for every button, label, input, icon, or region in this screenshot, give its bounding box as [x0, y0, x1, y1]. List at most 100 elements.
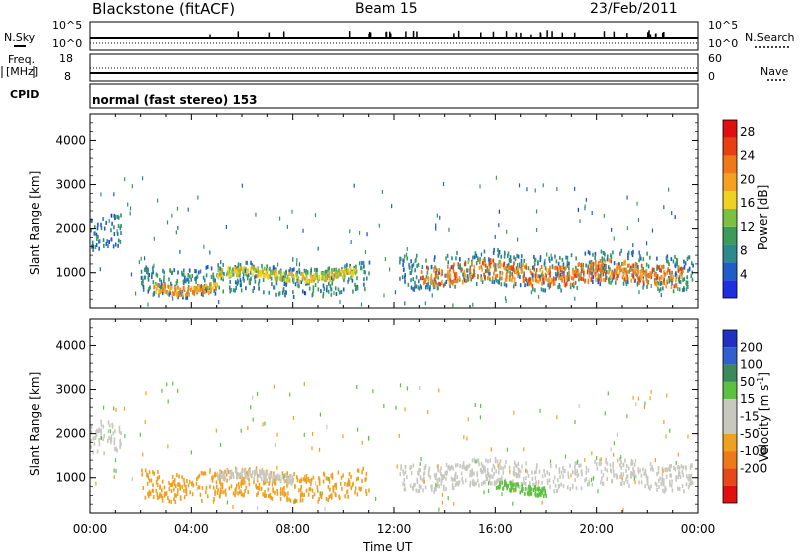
velocity-data-cell — [445, 476, 447, 481]
power-data-cell — [471, 275, 474, 280]
power-data-cell — [543, 280, 545, 285]
velocity-noise-cell — [621, 475, 623, 480]
velocity-data-cell — [510, 488, 512, 493]
power-data-cell — [275, 268, 277, 273]
velocity-data-cell — [497, 485, 500, 490]
velocity-data-cell — [257, 485, 260, 490]
power-data-cell — [663, 277, 665, 282]
velocity-data-cell — [288, 477, 290, 482]
power-data-cell — [206, 265, 209, 270]
power-data-cell — [545, 277, 548, 282]
velocity-data-cell — [538, 492, 541, 497]
velocity-noise-cell — [635, 402, 637, 407]
power-data-cell — [297, 276, 300, 281]
power-data-cell — [311, 277, 314, 282]
velocity-data-cell — [356, 492, 359, 497]
velocity-noise-cell — [447, 496, 449, 501]
power-data-cell — [617, 273, 619, 278]
velocity-data-cell — [219, 473, 221, 478]
power-noise-cell — [350, 239, 352, 244]
velocity-data-cell — [325, 496, 328, 501]
velocity-data-cell — [325, 476, 328, 481]
power-data-cell — [368, 260, 371, 265]
power-data-cell — [416, 264, 418, 269]
power-data-cell — [254, 267, 257, 272]
power-data-cell — [316, 272, 318, 277]
velocity-data-cell — [612, 464, 614, 469]
power-data-cell — [273, 274, 276, 279]
power-data-cell — [576, 285, 579, 290]
power-data-cell — [500, 282, 503, 287]
power-data-cell — [153, 291, 156, 296]
power-data-cell — [427, 266, 430, 271]
power-data-cell — [167, 290, 169, 295]
power-data-cell — [482, 261, 484, 266]
power-data-cell — [220, 272, 223, 277]
velocity-noise-cell — [264, 421, 266, 426]
power-data-cell — [459, 263, 462, 268]
power-data-cell — [470, 277, 473, 282]
power-data-cell — [572, 281, 575, 286]
power-data-cell — [617, 266, 620, 271]
power-data-cell — [288, 269, 290, 274]
velocity-data-cell — [675, 477, 677, 482]
power-data-cell — [618, 262, 620, 267]
power-data-cell — [540, 265, 543, 270]
power-data-cell — [559, 255, 561, 260]
velocity-data-cell — [610, 469, 612, 474]
power-data-cell — [565, 281, 568, 286]
power-noise-cell — [113, 192, 115, 197]
power-data-cell — [676, 261, 678, 266]
power-data-cell — [477, 258, 479, 263]
power-data-cell — [655, 282, 658, 287]
velocity-data-cell — [362, 466, 364, 471]
power-noise-cell — [674, 215, 676, 220]
velocity-noise-cell — [632, 395, 634, 400]
power-noise-cell — [388, 267, 391, 272]
velocity-data-cell — [445, 486, 447, 491]
power-colorbar-tick-label: 20 — [740, 172, 755, 186]
power-data-cell — [111, 221, 113, 226]
power-data-cell — [623, 260, 626, 265]
velocity-data-cell — [272, 487, 274, 492]
cpid-value: normal (fast stereo) 153 — [92, 93, 258, 107]
velocity-data-cell — [220, 470, 223, 475]
power-data-cell — [140, 281, 143, 286]
power-data-cell — [598, 277, 601, 282]
power-data-cell — [98, 239, 101, 244]
velocity-data-cell — [548, 472, 551, 477]
power-data-cell — [276, 275, 279, 280]
power-colorbar-segment — [723, 262, 737, 281]
velocity-data-cell — [499, 481, 501, 486]
velocity-data-cell — [144, 468, 147, 473]
power-data-cell — [527, 282, 530, 287]
velocity-data-cell — [453, 477, 456, 482]
velocity-data-cell — [569, 463, 571, 468]
power-data-cell — [534, 288, 536, 293]
power-data-cell — [637, 275, 639, 280]
velocity-noise-cell — [289, 392, 291, 397]
velocity-data-cell — [305, 473, 308, 478]
velocity-data-cell — [690, 463, 693, 468]
velocity-noise-cell — [420, 457, 422, 462]
velocity-data-cell — [532, 488, 535, 493]
velocity-data-cell — [197, 485, 200, 490]
power-data-cell — [364, 287, 366, 292]
power-data-cell — [331, 281, 333, 286]
velocity-data-cell — [329, 487, 331, 492]
velocity-noise-cell — [419, 462, 421, 467]
power-data-cell — [298, 270, 301, 275]
power-data-cell — [590, 261, 593, 266]
velocity-data-cell — [440, 471, 442, 476]
power-data-cell — [343, 270, 345, 275]
power-data-cell — [117, 243, 119, 248]
power-noise-cell — [660, 280, 662, 285]
power-data-cell — [213, 280, 215, 285]
power-noise-cell — [146, 269, 148, 274]
velocity-data-cell — [682, 473, 684, 478]
power-data-cell — [323, 286, 326, 291]
velocity-data-cell — [534, 485, 537, 490]
velocity-data-cell — [147, 494, 150, 499]
velocity-data-cell — [428, 468, 430, 473]
velocity-data-cell — [299, 492, 302, 497]
